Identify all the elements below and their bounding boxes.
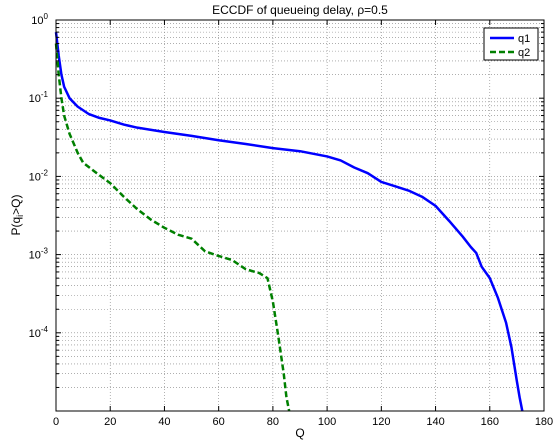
y-tick-label-base: 10 [29, 171, 41, 183]
series-line-q1 [54, 31, 524, 412]
y-tick-label-exponent: 0 [44, 12, 49, 21]
y-tick-label-base: 10 [29, 328, 41, 340]
y-tick-label: 10-1 [29, 90, 49, 105]
x-tick-label: 100 [318, 416, 336, 428]
x-axis-label: Q [295, 426, 304, 440]
legend-label-q2: q2 [518, 47, 530, 59]
y-tick-label: 10-2 [29, 168, 49, 183]
ticks: 0 20 40 60 80 100 120 140 160 18010010-110-210-31… [29, 12, 554, 428]
x-tick-label: 20 [104, 416, 116, 428]
y-tick-label-base: 10 [29, 250, 41, 262]
y-tick-label: 100 [31, 12, 48, 27]
y-tick-label-base: 10 [31, 15, 43, 27]
plot-area [56, 20, 544, 411]
x-tick-label: 160 [481, 416, 499, 428]
x-tick-label: 120 [372, 416, 390, 428]
x-tick-label: 60 [213, 416, 225, 428]
legend-box [483, 27, 539, 61]
plot-frame [55, 19, 545, 412]
legend-label-q1: q1 [518, 33, 530, 45]
y-tick-label-exponent: -4 [41, 325, 49, 334]
x-tick-label: 140 [426, 416, 444, 428]
y-axis-label-rest: >Q) [9, 194, 23, 214]
legend: q1 q2 [483, 27, 539, 61]
y-tick-label-exponent: -3 [41, 247, 49, 256]
y-tick-label-exponent: -1 [41, 90, 49, 99]
y-axis-label: P(qi>Q) [9, 194, 25, 235]
x-tick-label: 0 [53, 416, 59, 428]
y-tick-label-base: 10 [29, 93, 41, 105]
series-line-q2 [54, 43, 291, 412]
grid [56, 20, 544, 411]
y-tick-label: 10-4 [29, 325, 49, 340]
series-group [54, 31, 524, 412]
x-tick-label: 180 [535, 416, 553, 428]
y-tick-label-exponent: -2 [41, 168, 49, 177]
chart-title: ECCDF of queueing delay, ρ=0.5 [212, 3, 388, 17]
y-tick-label: 10-3 [29, 247, 49, 262]
y-axis-label-main: P(q [9, 217, 23, 236]
x-tick-label: 40 [158, 416, 170, 428]
y-axis-label-subscript: i [15, 215, 25, 217]
x-tick-label: 80 [267, 416, 279, 428]
